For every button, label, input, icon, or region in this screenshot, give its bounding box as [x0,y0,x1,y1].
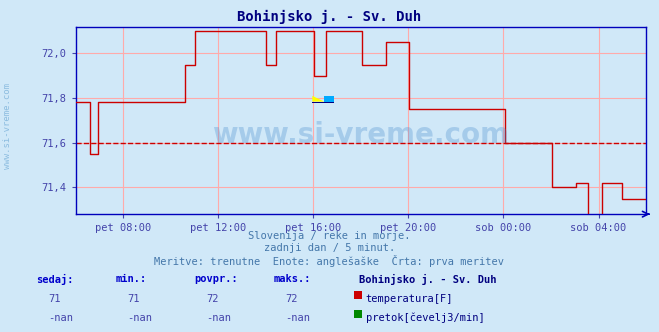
Text: povpr.:: povpr.: [194,274,238,284]
Bar [312,102,334,103]
Polygon shape [312,96,324,102]
Text: sedaj:: sedaj: [36,274,74,285]
Text: Bohinjsko j. - Sv. Duh: Bohinjsko j. - Sv. Duh [237,10,422,24]
Text: -nan: -nan [127,313,152,323]
Text: www.si-vreme.com: www.si-vreme.com [3,83,13,169]
Text: zadnji dan / 5 minut.: zadnji dan / 5 minut. [264,243,395,253]
Text: pretok[čevelj3/min]: pretok[čevelj3/min] [366,313,484,323]
Text: Meritve: trenutne  Enote: anglešaške  Črta: prva meritev: Meritve: trenutne Enote: anglešaške Črta… [154,255,505,267]
Text: -nan: -nan [48,313,73,323]
Text: Slovenija / reke in morje.: Slovenija / reke in morje. [248,231,411,241]
Text: Bohinjsko j. - Sv. Duh: Bohinjsko j. - Sv. Duh [359,274,497,285]
Text: maks.:: maks.: [273,274,311,284]
Text: 71: 71 [48,294,61,304]
Text: temperatura[F]: temperatura[F] [366,294,453,304]
Text: 71: 71 [127,294,140,304]
Polygon shape [324,96,334,102]
Text: min.:: min.: [115,274,146,284]
Text: www.si-vreme.com: www.si-vreme.com [212,122,509,149]
Text: -nan: -nan [206,313,231,323]
Text: 72: 72 [206,294,219,304]
Text: -nan: -nan [285,313,310,323]
Text: 72: 72 [285,294,298,304]
